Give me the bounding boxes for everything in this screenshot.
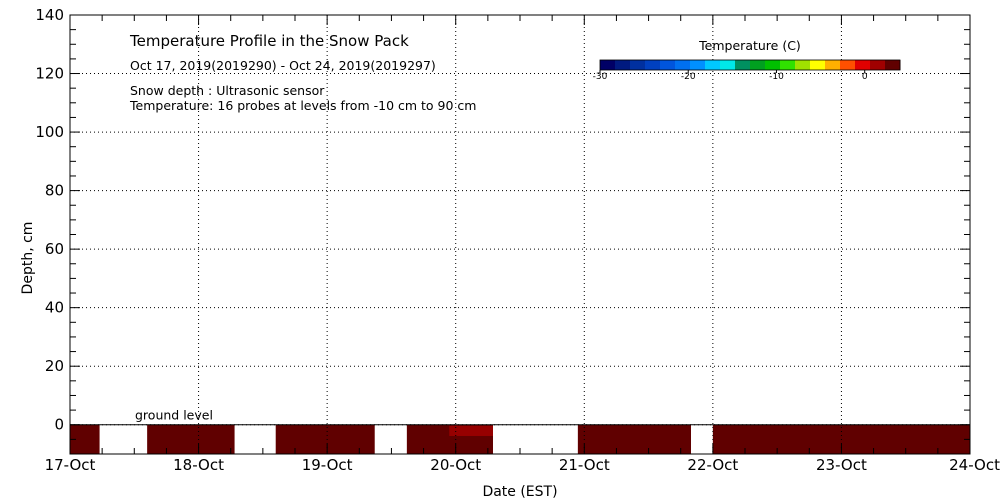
colorbar-cell [735,60,751,70]
colorbar-cell [780,60,796,70]
colorbar-tick-label: -30 [593,72,608,82]
colorbar-tick-label: 0 [862,72,868,82]
y-tick-label: 40 [45,299,64,317]
y-axis-label: Depth, cm [20,222,36,295]
colorbar-cell [825,60,841,70]
colorbar-tick-label: -20 [681,72,696,82]
colorbar-cell [840,60,856,70]
x-tick-label: 20-Oct [430,456,481,474]
ground-level-label: ground level [135,408,213,423]
plot-frame [69,14,971,455]
colorbar-tick-label: -10 [769,72,784,82]
colorbar-cell [615,60,631,70]
x-tick-label: 19-Oct [302,456,353,474]
x-tick-label: 21-Oct [559,456,610,474]
note-snow-depth: Snow depth : Ultrasonic sensor [130,83,325,98]
colorbar-cell [690,60,706,70]
x-tick-label: 24-Oct [949,456,1000,474]
x-tick-label: 22-Oct [687,456,738,474]
y-tick-label: 100 [35,123,64,141]
colorbar-ticks: -30 -20 -10 0 [593,70,868,82]
colorbar-cells [599,59,901,71]
colorbar-cell [720,60,736,70]
colorbar-cell [870,60,886,70]
colorbar-cell [645,60,661,70]
x-tick-label: 23-Oct [816,456,867,474]
colorbar-cell [885,60,901,70]
y-tick-label: 80 [45,182,64,200]
colorbar-cell [660,60,676,70]
colorbar-cell [750,60,766,70]
colorbar-legend: Temperature (C) -30 -20 -10 0 [593,38,901,82]
x-tick-label: 18-Oct [173,456,224,474]
heatmap-cell [147,424,235,454]
colorbar-cell [675,60,691,70]
colorbar-cell [630,60,646,70]
heatmap-cells [70,424,970,454]
colorbar-cell [600,60,616,70]
colorbar-cell [855,60,871,70]
colorbar-frame [599,59,901,71]
y-tick-label: 60 [45,240,64,258]
y-tick-label: 120 [35,65,64,83]
y-tick-labels: 0 20 40 60 80 100 120 140 [35,6,64,434]
x-tick-label: 17-Oct [45,456,96,474]
chart-subtitle: Oct 17, 2019(2019290) - Oct 24, 2019(201… [130,58,436,73]
colorbar-title: Temperature (C) [698,38,801,53]
colorbar-cell [705,60,721,70]
x-axis-label: Date (EST) [482,484,557,500]
y-tick-label: 20 [45,357,64,375]
x-tick-labels: 17-Oct 18-Oct 19-Oct 20-Oct 21-Oct 22-Oct 23-O… [45,456,1000,474]
chart-title: Temperature Profile in the Snow Pack [129,32,409,50]
note-temperature: Temperature: 16 probes at levels from -1… [129,98,476,113]
colorbar-cell [810,60,826,70]
heatmap-cell [275,424,375,454]
y-tick-label: 140 [35,6,64,24]
colorbar-cell [765,60,781,70]
heatmap-cell [577,424,691,454]
heatmap-cell-warm [449,425,493,436]
y-tick-label: 0 [54,416,64,434]
colorbar-cell [795,60,811,70]
